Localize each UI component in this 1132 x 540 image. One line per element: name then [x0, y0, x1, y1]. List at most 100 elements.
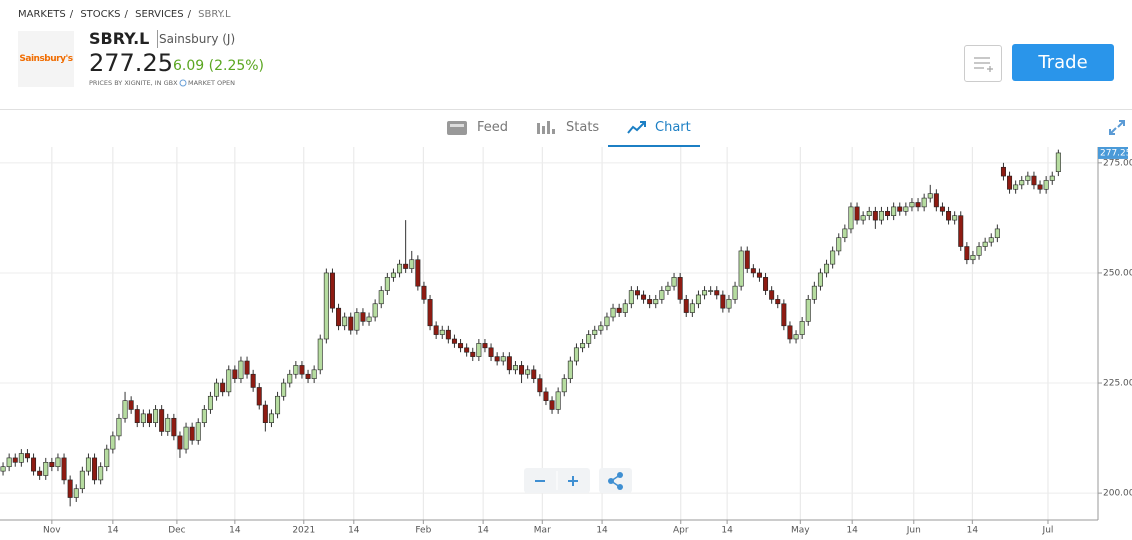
candle-body	[360, 312, 366, 322]
fullscreen-icon[interactable]	[1108, 119, 1126, 136]
x-tick-label: Jul	[1042, 526, 1054, 536]
candle-body	[769, 290, 775, 300]
candle-body	[317, 338, 323, 371]
separator: /	[187, 9, 191, 20]
candle-body	[537, 378, 543, 393]
candle-body	[763, 277, 769, 291]
candle-body	[12, 457, 18, 463]
candle-body	[561, 378, 567, 393]
candle-body	[195, 422, 201, 441]
separator: /	[69, 9, 74, 20]
ticker: SBRY.L	[89, 30, 159, 48]
candle-body	[1025, 175, 1031, 181]
candle-body	[73, 488, 79, 498]
candle-body	[897, 206, 903, 212]
active-tab-indicator	[608, 145, 700, 147]
crumb[interactable]: SERVICES	[135, 9, 184, 20]
y-tick-label: 225.00	[1103, 379, 1132, 389]
candle-body	[238, 360, 244, 379]
candle-body	[756, 272, 762, 278]
candle-body	[153, 409, 159, 423]
candlestick-chart: Nov 14 Dec 14 2021 14 Feb 14 Mar 14 Apr 14 May 14 Jun 1…	[0, 147, 1132, 536]
tab[interactable]: Feed	[477, 120, 509, 135]
candle-body	[354, 312, 360, 331]
candle-body	[92, 457, 98, 481]
tab[interactable]: Chart	[655, 120, 691, 135]
x-tick-label: 14	[846, 526, 858, 536]
candle-body	[140, 413, 146, 423]
candle-body	[43, 462, 49, 476]
candle-body	[6, 457, 12, 468]
candle-body	[128, 400, 134, 410]
crumb[interactable]: MARKETS	[18, 9, 66, 20]
candle-body	[220, 382, 226, 393]
x-tick-label: Apr	[673, 526, 689, 536]
candle-body	[116, 417, 122, 437]
candle-body	[750, 268, 756, 274]
candle-body	[854, 206, 860, 221]
candle-body	[787, 325, 793, 340]
candle-body	[451, 338, 457, 344]
candle-body	[891, 206, 897, 216]
candle-body	[921, 197, 927, 208]
candle-body	[952, 215, 958, 221]
candle-body	[817, 272, 823, 287]
candle-body	[165, 417, 171, 432]
candle-body	[226, 369, 232, 393]
last-price-label: 277.25	[1100, 148, 1132, 158]
x-tick-label: Jun	[906, 526, 921, 536]
candle-body	[207, 395, 213, 410]
candle-body	[695, 294, 701, 305]
candle-body	[342, 316, 348, 327]
candle-body	[390, 272, 396, 278]
candle-body	[903, 206, 909, 212]
candle-body	[830, 250, 836, 265]
candle-body	[171, 417, 177, 437]
candle-body	[409, 259, 415, 269]
candle-body	[305, 373, 311, 379]
candle-body	[293, 365, 299, 375]
candle-body	[458, 343, 464, 349]
candle-body	[531, 369, 537, 379]
candle-body	[988, 237, 994, 243]
candle-body	[708, 290, 714, 292]
candle-body	[714, 290, 720, 296]
candle-body	[110, 435, 116, 450]
share-button[interactable]	[599, 468, 632, 493]
candle-body	[909, 202, 915, 208]
x-tick-label: 14	[229, 526, 241, 536]
candle-body	[244, 360, 250, 375]
candle-body	[372, 303, 378, 318]
change: 6.09 (2.25%)	[173, 58, 265, 74]
candle-body	[506, 356, 512, 371]
candle-body	[214, 382, 220, 397]
tab[interactable]: Stats	[566, 120, 600, 135]
share-icon	[608, 472, 623, 490]
candle-body	[24, 453, 30, 459]
candle-body	[573, 347, 579, 362]
source: PRICES BY XIGNITE, IN GBX	[89, 79, 178, 87]
last-price-tag	[1098, 147, 1128, 159]
x-tick-label: Nov	[43, 526, 61, 536]
y-tick-label: 250.00	[1103, 268, 1132, 278]
y-tick-label: 200.00	[1103, 489, 1132, 499]
candle-body	[287, 373, 293, 384]
candle-body	[1037, 184, 1043, 190]
candle-body	[824, 263, 830, 274]
candle-body	[519, 365, 525, 375]
clock-icon	[179, 79, 187, 87]
candle-body	[470, 351, 476, 357]
candle-body	[702, 290, 708, 296]
candle-body	[805, 299, 811, 322]
crumb: SBRY.L	[198, 9, 231, 20]
candle-body	[799, 321, 805, 335]
trade-button[interactable]: Trade	[1012, 44, 1114, 81]
crumb[interactable]: STOCKS	[80, 9, 121, 20]
candle-body	[738, 250, 744, 287]
candle-body	[250, 373, 256, 388]
candle-body	[653, 299, 659, 305]
watchlist-button[interactable]	[964, 45, 1002, 82]
logo: Sainsbury's	[18, 31, 74, 87]
candle-body	[555, 391, 561, 410]
candle-body	[982, 241, 988, 247]
